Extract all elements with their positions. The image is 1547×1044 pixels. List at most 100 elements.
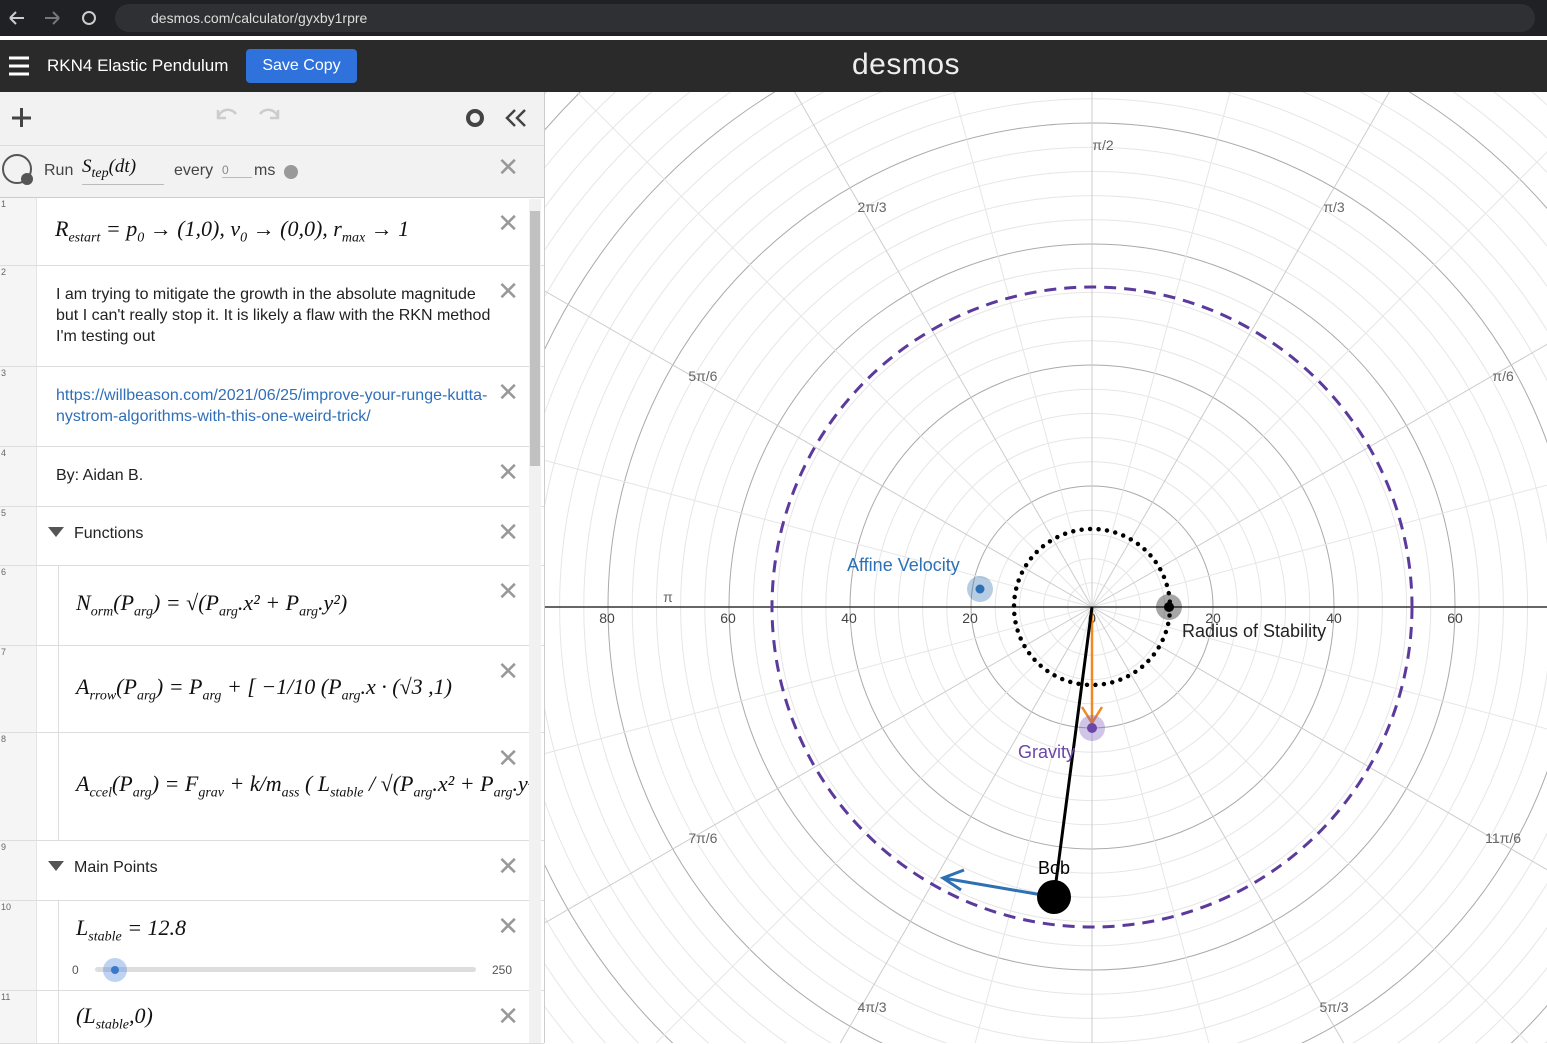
math-expression: Restart = p0 → (1,0), v0 → (0,0), rmax →… <box>55 216 409 246</box>
app-header: RKN4 Elastic Pendulum Save Copy desmos <box>0 40 1547 92</box>
grid-spoke <box>576 92 1093 608</box>
save-copy-button[interactable]: Save Copy <box>246 49 357 83</box>
slider-handle[interactable] <box>103 958 127 982</box>
math-text: → 1 <box>365 216 410 241</box>
math-text: ) = P <box>155 673 203 699</box>
row-gutter: 2 <box>0 266 37 366</box>
slider-min: 0 <box>72 963 79 977</box>
grid-spoke <box>545 459 1093 608</box>
math-subscript: arg <box>341 687 361 703</box>
folder-caret <box>48 527 64 537</box>
math-subscript: grav <box>198 785 224 801</box>
row-number: 8 <box>1 734 7 744</box>
graph-canvas[interactable]: 806040200204060π/22π/3π/35π/6π/6π7π/611π… <box>545 92 1547 1043</box>
grid-spoke <box>1091 343 1547 608</box>
math-text: R <box>55 216 69 241</box>
delete-button[interactable]: ✕ <box>497 656 519 686</box>
math-text: / √(P <box>363 771 414 796</box>
url-bar[interactable]: desmos.com/calculator/gyxby1rpre <box>115 4 1535 32</box>
angle-label: 5π/3 <box>1319 999 1348 1015</box>
expression-row: 6 ✕ Norm(Parg) = √(Parg.x² + Parg.y²) <box>0 566 544 646</box>
grid-spoke <box>1091 606 1547 871</box>
math-subscript: stable <box>88 929 122 945</box>
delete-button[interactable]: ✕ <box>497 457 519 487</box>
grid-spoke <box>1091 92 1231 608</box>
angle-label: π <box>663 589 673 605</box>
math-text: ( L <box>299 771 331 796</box>
math-text: + k/m <box>223 771 282 796</box>
math-text: A <box>76 771 90 796</box>
math-subscript: ccel <box>89 785 112 801</box>
bob <box>1037 880 1071 914</box>
math-subscript: 0 <box>137 230 145 246</box>
row-gutter: 9 <box>0 841 37 900</box>
angle-label: π/3 <box>1323 199 1345 215</box>
indent-bar <box>58 991 59 1043</box>
math-subscript: tep <box>91 165 109 181</box>
point-label: Bob <box>1038 858 1070 878</box>
every-label: every <box>174 162 214 179</box>
math-expression: Lstable = 12.8 <box>76 915 186 945</box>
delete-button[interactable]: ✕ <box>497 517 519 547</box>
delete-button[interactable]: ✕ <box>497 911 519 941</box>
note-link[interactable]: https://willbeason.com/2021/06/25/improv… <box>56 387 488 425</box>
math-text: S <box>82 156 92 177</box>
row-gutter: 10 <box>0 901 37 990</box>
ticker-row: Run Step(dt) every 0 ms ✕ <box>0 146 544 198</box>
math-text: .x · (√3 ,1) <box>360 673 453 699</box>
math-subscript: orm <box>90 604 114 620</box>
delete-button[interactable]: ✕ <box>497 208 519 238</box>
math-text: → (0,0), r <box>247 216 342 241</box>
math-text: A <box>76 673 90 699</box>
math-text: .y²) <box>318 590 348 615</box>
grid-spoke <box>974 606 1093 1043</box>
scrollbar[interactable] <box>529 199 541 1043</box>
logo: desmos <box>852 48 961 81</box>
velocity-point <box>975 584 985 594</box>
unit-label: ms <box>254 162 276 179</box>
ticker-icon[interactable] <box>0 146 36 197</box>
note-text: I am trying to mitigate the growth in th… <box>56 286 491 345</box>
expression-row: 7 ✕ Arrow(Parg) = Parg + [ −1/10 (Parg.x ·… <box>0 646 544 733</box>
delete-button[interactable]: ✕ <box>497 276 519 306</box>
delete-button[interactable]: ✕ <box>497 743 519 773</box>
indent-bar <box>58 566 59 645</box>
expression-row: 10 ✕ Lstable = 12.8 0 250 <box>0 901 544 991</box>
delete-button[interactable]: ✕ <box>497 377 519 407</box>
math-subscript: stable <box>330 785 364 801</box>
math-subscript: ass <box>281 785 300 801</box>
delete-button[interactable]: ✕ <box>497 851 519 881</box>
menu-icon[interactable] <box>8 56 32 76</box>
graph-title: RKN4 Elastic Pendulum <box>47 56 229 75</box>
delete-button[interactable]: ✕ <box>497 1001 519 1031</box>
close-ticker[interactable]: ✕ <box>497 152 519 182</box>
math-subscript: arg <box>134 604 153 620</box>
x-tick-label: 40 <box>841 610 857 626</box>
x-tick-label: 60 <box>720 610 736 626</box>
math-subscript: arg <box>299 604 318 620</box>
row-gutter: 1 <box>0 198 37 265</box>
grid-spoke <box>545 290 1093 608</box>
angle-label: 11π/6 <box>1485 830 1521 846</box>
math-text: .x² + P <box>237 590 300 615</box>
point-label: Radius of Stability <box>1182 621 1326 641</box>
math-text: ) = F <box>151 771 199 796</box>
expression-row: 5 ✕ Functions <box>0 507 544 566</box>
gravity-point <box>1087 723 1097 733</box>
row-number: 5 <box>1 508 7 518</box>
row-number: 3 <box>1 368 7 378</box>
grid-spoke <box>1091 151 1547 608</box>
grid-spoke <box>545 606 1093 755</box>
help-icon[interactable] <box>284 165 298 179</box>
grid-spoke <box>655 606 1093 1043</box>
delete-button[interactable]: ✕ <box>497 576 519 606</box>
expression-row: 9 ✕ Main Points <box>0 841 544 901</box>
expression-row: 4 ✕ By: Aidan B. <box>0 447 544 507</box>
run-label: Run <box>44 162 74 179</box>
math-subscript: max <box>341 230 366 246</box>
indent-bar <box>58 733 59 840</box>
row-number: 6 <box>1 567 7 577</box>
interval-input[interactable]: 0 <box>222 163 252 178</box>
ticker-handler[interactable]: Step(dt) <box>82 156 164 185</box>
expression-list: 1 ✕ Restart = p0 → (1,0), v0 → (0,0), rmax… <box>0 198 544 1044</box>
